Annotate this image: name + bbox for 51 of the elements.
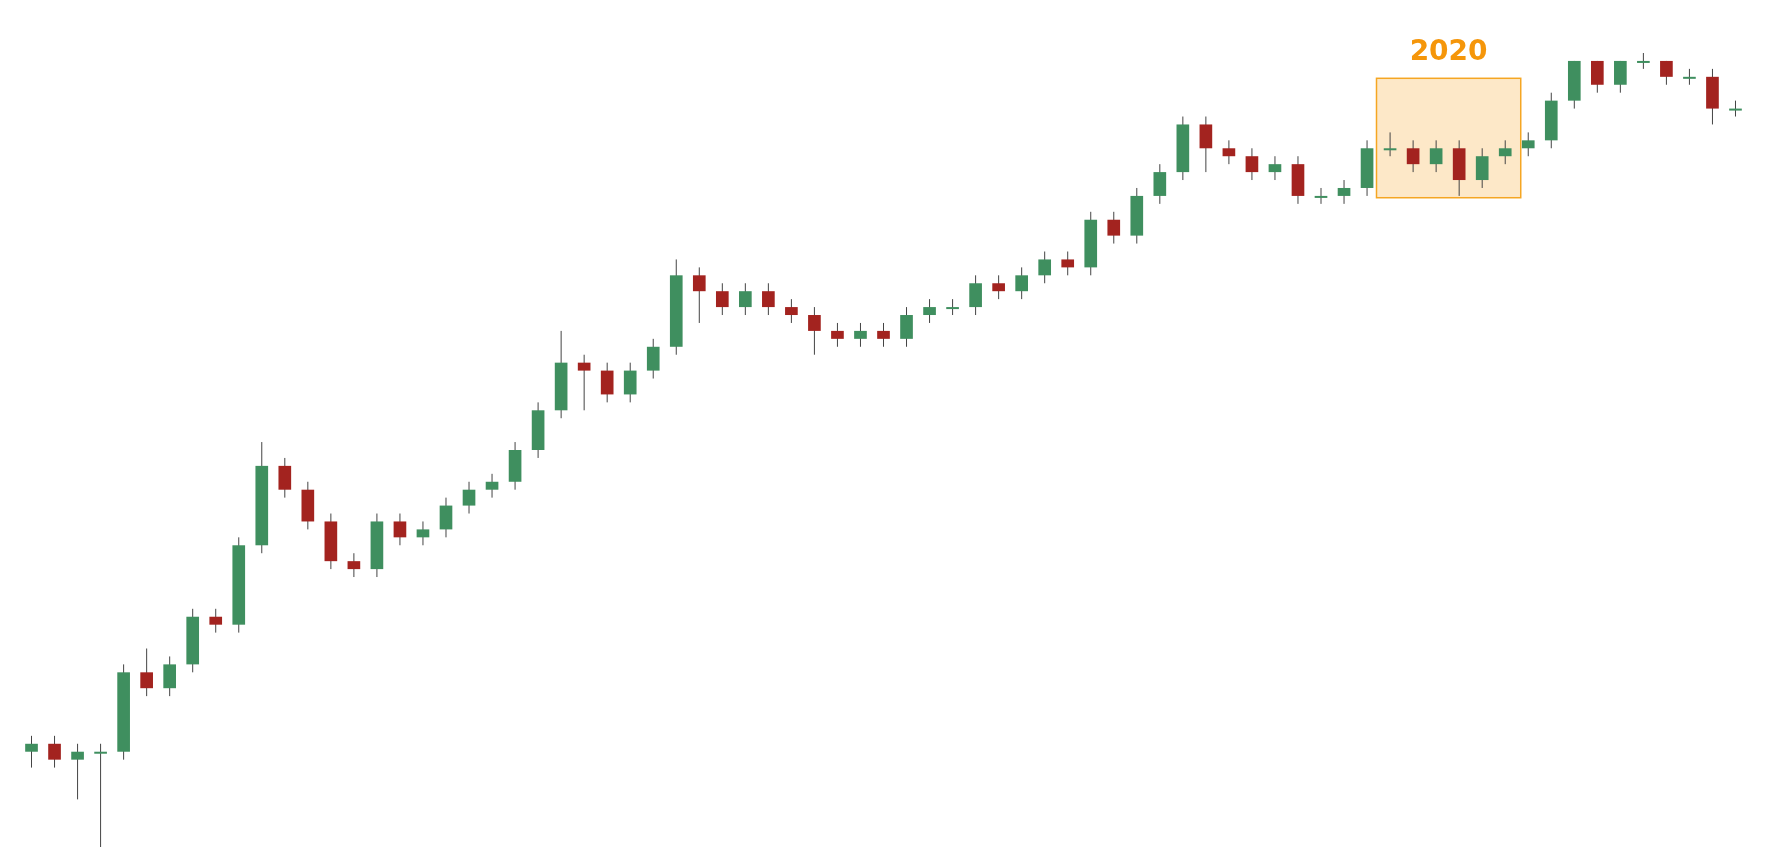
candlestick bbox=[462, 481, 476, 515]
candlestick bbox=[25, 735, 38, 769]
candlestick bbox=[1429, 139, 1443, 173]
candlestick bbox=[1498, 139, 1512, 165]
candlestick bbox=[1337, 179, 1351, 205]
candlestick bbox=[854, 322, 867, 348]
candlestick bbox=[1268, 155, 1282, 181]
candlestick bbox=[1245, 147, 1259, 181]
candlestick bbox=[739, 282, 752, 316]
candlestick bbox=[416, 520, 430, 546]
candlestick bbox=[94, 743, 107, 848]
candlestick bbox=[1222, 139, 1236, 165]
candlestick bbox=[623, 362, 637, 403]
candlestick bbox=[692, 266, 706, 324]
candlestick bbox=[1614, 60, 1627, 94]
candlestick bbox=[1314, 187, 1328, 205]
candlestick bbox=[577, 354, 591, 411]
candlestick bbox=[209, 608, 223, 634]
candlestick bbox=[992, 274, 1005, 300]
annotation: 2020 bbox=[1409, 34, 1488, 68]
candlestick bbox=[900, 306, 913, 348]
candlestick bbox=[1383, 131, 1397, 157]
candlestick bbox=[831, 322, 844, 348]
candlestick bbox=[646, 338, 660, 380]
candlestick bbox=[1590, 60, 1604, 94]
candlestick bbox=[1107, 211, 1121, 245]
candlestick bbox=[1061, 251, 1075, 276]
candlestick bbox=[762, 282, 775, 316]
candlestick bbox=[278, 457, 292, 499]
candlestick bbox=[140, 648, 153, 697]
candlestick bbox=[163, 655, 177, 697]
candlestick bbox=[1475, 147, 1489, 189]
candlestick bbox=[808, 306, 821, 356]
candlestick bbox=[969, 274, 982, 316]
candlestick bbox=[485, 473, 499, 499]
candlestick bbox=[1199, 116, 1213, 173]
candlestick bbox=[439, 497, 453, 538]
candlestick bbox=[600, 362, 614, 403]
candlestick bbox=[1406, 139, 1420, 173]
candlestick bbox=[923, 298, 936, 324]
candlestick bbox=[785, 298, 798, 324]
candlestick bbox=[1153, 163, 1167, 205]
candlestick bbox=[71, 743, 84, 800]
candlestick bbox=[715, 282, 729, 316]
candlestick bbox=[393, 513, 407, 546]
candlestick bbox=[877, 322, 890, 348]
candlestick bbox=[1015, 266, 1028, 300]
candlestick bbox=[1521, 131, 1535, 157]
candlestick bbox=[347, 552, 361, 578]
candlestick bbox=[1038, 251, 1052, 284]
candlestick bbox=[48, 735, 61, 769]
